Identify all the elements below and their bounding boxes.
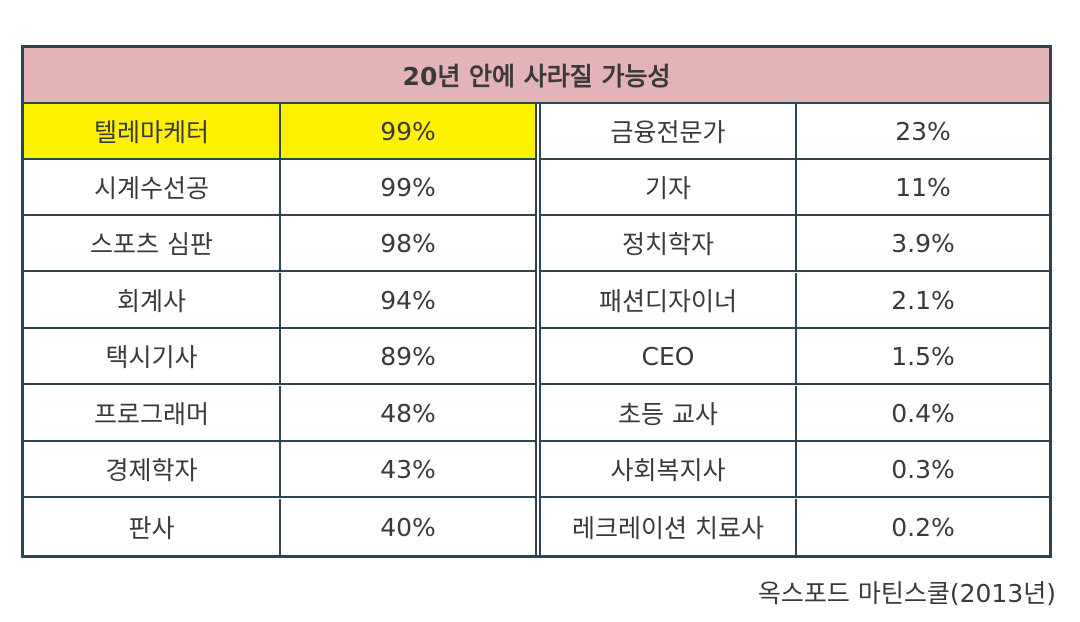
probability-cell: 0.2% [891, 512, 955, 542]
probability-cell: 99% [281, 104, 535, 158]
probability-cell: 0.3% [891, 454, 955, 484]
table-row: 택시기사 89% [24, 329, 535, 385]
job-name-cell: 텔레마케터 [24, 104, 281, 158]
probability-cell: 1.5% [891, 341, 955, 371]
job-name-cell: 사회복지사 [541, 442, 797, 496]
table-row: 프로그래머 48% [24, 386, 535, 442]
probability-cell: 43% [380, 454, 436, 484]
job-name-cell: CEO [541, 329, 797, 383]
probability-cell: 40% [380, 512, 436, 542]
job-name-cell: 시계수선공 [24, 160, 281, 214]
probability-cell: 94% [380, 285, 436, 315]
probability-cell: 48% [380, 398, 436, 428]
table-row: 스포츠 심판 98% [24, 216, 535, 272]
table-row: 시계수선공 99% [24, 160, 535, 216]
probability-cell: 11% [895, 172, 951, 202]
column-group-divider [535, 104, 541, 555]
job-name-cell: 회계사 [24, 273, 281, 327]
table-row: 패션디자이너 2.1% [541, 273, 1049, 329]
job-name-cell: 레크레이션 치료사 [541, 499, 797, 555]
job-name-cell: 정치학자 [541, 216, 797, 270]
job-name-cell: 택시기사 [24, 329, 281, 383]
probability-cell: 23% [895, 116, 951, 146]
table-row: 정치학자 3.9% [541, 216, 1049, 272]
source-caption: 옥스포드 마틴스쿨(2013년) [757, 579, 1056, 608]
job-disappearance-table: 20년 안에 사라질 가능성 텔레마케터 99% 시계수선공 99% 스포츠 심… [21, 45, 1052, 558]
job-name-cell: 프로그래머 [24, 386, 281, 440]
probability-cell: 89% [380, 341, 436, 371]
job-name-cell: 기자 [541, 160, 797, 214]
probability-cell: 3.9% [891, 228, 955, 258]
job-name-cell: 판사 [24, 499, 281, 555]
job-name-cell: 스포츠 심판 [24, 216, 281, 270]
job-name-cell: 경제학자 [24, 442, 281, 496]
table-row: 금융전문가 23% [541, 104, 1049, 160]
table-row: CEO 1.5% [541, 329, 1049, 385]
right-column-group: 금융전문가 23% 기자 11% 정치학자 3.9% 패션디자이너 2.1% C… [541, 104, 1049, 555]
probability-cell: 98% [380, 228, 436, 258]
table-row: 기자 11% [541, 160, 1049, 216]
job-name-cell: 금융전문가 [541, 104, 797, 158]
table-title: 20년 안에 사라질 가능성 [24, 48, 1049, 104]
table-row: 회계사 94% [24, 273, 535, 329]
table-row: 레크레이션 치료사 0.2% [541, 499, 1049, 555]
job-name-cell: 초등 교사 [541, 386, 797, 440]
left-column-group: 텔레마케터 99% 시계수선공 99% 스포츠 심판 98% 회계사 94% 택… [24, 104, 535, 555]
job-name-cell: 패션디자이너 [541, 273, 797, 327]
table-row: 사회복지사 0.3% [541, 442, 1049, 498]
probability-cell: 2.1% [891, 285, 955, 315]
table-body: 텔레마케터 99% 시계수선공 99% 스포츠 심판 98% 회계사 94% 택… [24, 104, 1049, 555]
table-row: 초등 교사 0.4% [541, 386, 1049, 442]
table-row: 판사 40% [24, 499, 535, 555]
probability-cell: 0.4% [891, 398, 955, 428]
probability-cell: 99% [380, 172, 436, 202]
table-row: 텔레마케터 99% [24, 104, 535, 160]
table-row: 경제학자 43% [24, 442, 535, 498]
